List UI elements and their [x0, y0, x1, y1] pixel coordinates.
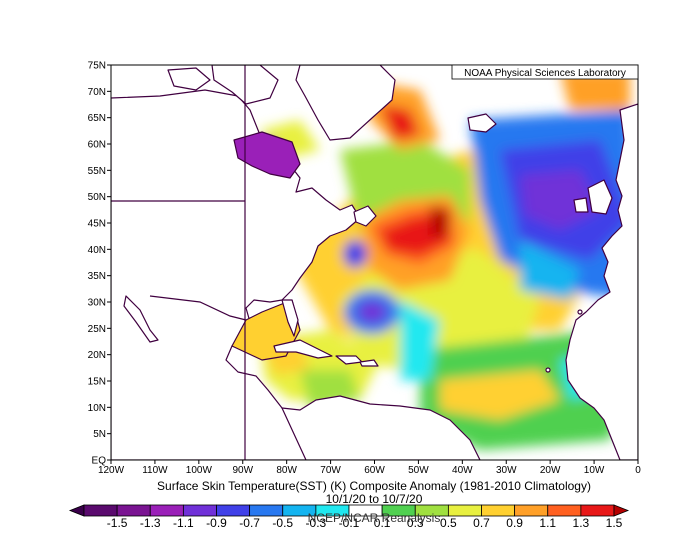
colorbar-label: -0.9: [206, 516, 227, 530]
colorbar-label: 0.1: [374, 516, 391, 530]
lon-tick-label: 0: [635, 465, 641, 476]
colorbar-swatch: [481, 504, 516, 517]
lon-tick-label: 30W: [496, 465, 517, 476]
lat-tick-label: 25N: [88, 324, 106, 335]
boundary-lines: [111, 65, 247, 460]
colorbar-label: 1.3: [573, 516, 590, 530]
colorbar-label: 1.1: [539, 516, 556, 530]
longitude-axis: 120W 110W 100W 90W 80W 70W 60W 50W 40W 30W 20W 10W 0: [98, 460, 641, 476]
colorbar-max-arrow: [613, 504, 630, 517]
colorbar-swatch: [547, 504, 582, 517]
lon-tick-label: 20W: [540, 465, 561, 476]
lon-tick-label: 90W: [232, 465, 253, 476]
colorbar-swatch: [116, 504, 151, 517]
lat-tick-label: 10N: [88, 403, 106, 414]
lat-tick-label: EQ: [92, 456, 107, 467]
lat-tick-label: 65N: [88, 113, 106, 124]
lat-tick-label: 35N: [88, 271, 106, 282]
colorbar-label: 1.5: [606, 516, 623, 530]
chart-source: NCEP/NCAR Reanalysis: [308, 511, 441, 525]
colorbar-label: -0.3: [306, 516, 327, 530]
lon-tick-label: 80W: [276, 465, 297, 476]
greenland: [295, 65, 396, 141]
lon-tick-label: 60W: [364, 465, 385, 476]
colorbar-swatch: [580, 504, 615, 517]
colorbar-label: -0.5: [272, 516, 293, 530]
colorbar-swatch: [249, 504, 284, 517]
land-mask: [111, 65, 638, 460]
lon-tick-label: 110W: [142, 465, 168, 476]
colorbar: -1.5 -1.3 -1.1 -0.9 -0.7 -0.5 -0.3 -0.1 0.1 0.3 0.…: [68, 504, 630, 530]
lat-tick-label: 75N: [88, 61, 106, 72]
colorbar-min-arrow: [68, 504, 85, 517]
lat-tick-label: 50N: [88, 192, 106, 203]
lat-tick-label: 5N: [93, 429, 106, 440]
hudson-bay: [233, 131, 301, 179]
lat-tick-label: 60N: [88, 140, 106, 151]
lat-tick-label: 40N: [88, 245, 106, 256]
lat-tick-label: 70N: [88, 87, 106, 98]
lat-tick-label: 45N: [88, 219, 106, 230]
lon-tick-label: 10W: [584, 465, 605, 476]
lon-tick-label: 100W: [186, 465, 213, 476]
lon-tick-label: 70W: [320, 465, 341, 476]
chart-date-range: 10/1/20 to 10/7/20: [326, 492, 423, 506]
lat-tick-label: 20N: [88, 350, 106, 361]
lon-tick-label: 120W: [98, 465, 125, 476]
colorbar-label: 0.3: [407, 516, 424, 530]
colorbar-swatch: [447, 504, 482, 517]
colorbar-label: -1.1: [173, 516, 194, 530]
colorbar-swatch: [514, 504, 549, 517]
latitude-axis: 75N 70N 65N 60N 55N 50N 45N 40N 35N 30N 25N 20N 15N 1…: [88, 61, 111, 467]
colorbar-swatch: [149, 504, 184, 517]
chart-title: Surface Skin Temperature(SST) (K) Compos…: [157, 479, 591, 493]
colorbar-label: -0.7: [239, 516, 260, 530]
colorbar-swatch: [216, 504, 251, 517]
lon-tick-label: 40W: [452, 465, 473, 476]
colorbar-label: -1.3: [140, 516, 161, 530]
lat-tick-label: 15N: [88, 377, 106, 388]
colorbar-label: 0.5: [440, 516, 457, 530]
colorbar-label: 0.7: [473, 516, 490, 530]
colorbar-swatch: [83, 504, 118, 517]
colorbar-swatch: [182, 504, 217, 517]
credit-box: NOAA Physical Sciences Laboratory: [451, 64, 639, 80]
credit-text: NOAA Physical Sciences Laboratory: [464, 68, 626, 79]
lon-tick-label: 50W: [408, 465, 429, 476]
colorbar-label: -1.5: [107, 516, 128, 530]
europe-africa: [565, 103, 638, 460]
colorbar-label: -0.1: [339, 516, 360, 530]
colorbar-label: 0.9: [506, 516, 523, 530]
lat-tick-label: 55N: [88, 166, 106, 177]
lat-tick-label: 30N: [88, 298, 106, 309]
